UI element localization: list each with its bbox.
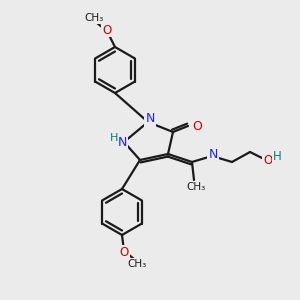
Text: H: H — [110, 133, 118, 143]
Text: N: N — [145, 112, 155, 125]
Text: O: O — [192, 119, 202, 133]
Text: O: O — [263, 154, 273, 167]
Text: O: O — [119, 245, 129, 259]
Text: O: O — [102, 23, 112, 37]
Text: N: N — [208, 148, 218, 160]
Text: N: N — [117, 136, 127, 148]
Text: CH₃: CH₃ — [186, 182, 206, 192]
Text: CH₃: CH₃ — [128, 259, 147, 269]
Text: H: H — [273, 149, 281, 163]
Text: CH₃: CH₃ — [84, 13, 104, 23]
